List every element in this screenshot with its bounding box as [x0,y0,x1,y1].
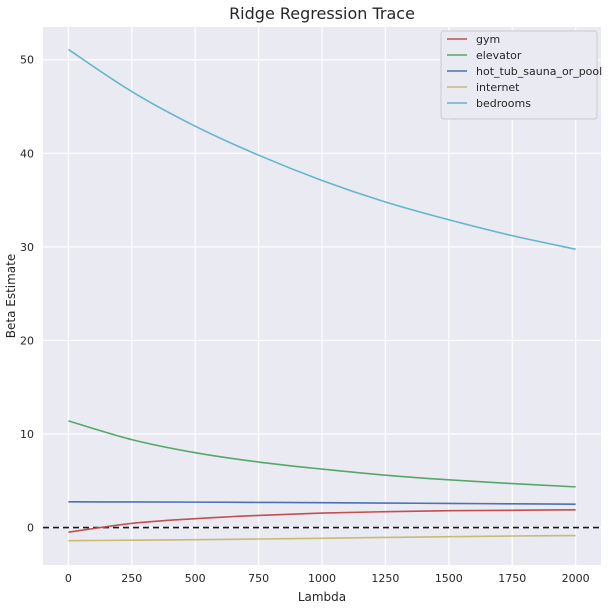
y-tick-label: 0 [27,522,34,535]
series-line-gym [68,508,576,534]
x-tick-label: 1250 [371,572,399,585]
y-tick-label: 30 [20,241,34,254]
x-tick-label: 500 [185,572,206,585]
x-tick-label: 2000 [562,572,590,585]
x-tick-labels: 0 250 500 750 1000 1250 1500 1750 2000 [65,572,590,585]
legend-items: gym elevator hot_tub_sauna_or_pool internet… [447,33,602,110]
y-tick-label: 20 [20,334,34,347]
legend-label: gym [476,33,500,46]
legend-label: bedrooms [476,97,531,110]
series-line-hot-tub-sauna-or-pool [68,501,576,505]
x-tick-label: 0 [65,572,72,585]
x-tick-label: 250 [121,572,142,585]
series-line-bedrooms [67,48,576,250]
y-tick-labels: 0 10 20 30 40 50 [20,54,34,535]
legend-label: internet [476,81,520,94]
series-lines [67,48,576,542]
x-tick-label: 750 [248,572,269,585]
y-tick-label: 40 [20,147,34,160]
legend-label: elevator [476,49,522,62]
y-tick-label: 10 [20,428,34,441]
legend: gym elevator hot_tub_sauna_or_pool internet… [440,30,602,120]
series-line-internet [68,534,576,542]
y-axis-label: Beta Estimate [4,254,18,339]
y-tick-label: 50 [20,54,34,67]
x-tick-label: 1000 [308,572,336,585]
x-tick-label: 1500 [435,572,463,585]
legend-label: hot_tub_sauna_or_pool [476,65,602,78]
legend-box [440,30,598,120]
x-tick-label: 1750 [498,572,526,585]
x-axis-label: Lambda [298,590,346,604]
chart-title: Ridge Regression Trace [229,4,415,23]
series-line-elevator [68,420,576,488]
